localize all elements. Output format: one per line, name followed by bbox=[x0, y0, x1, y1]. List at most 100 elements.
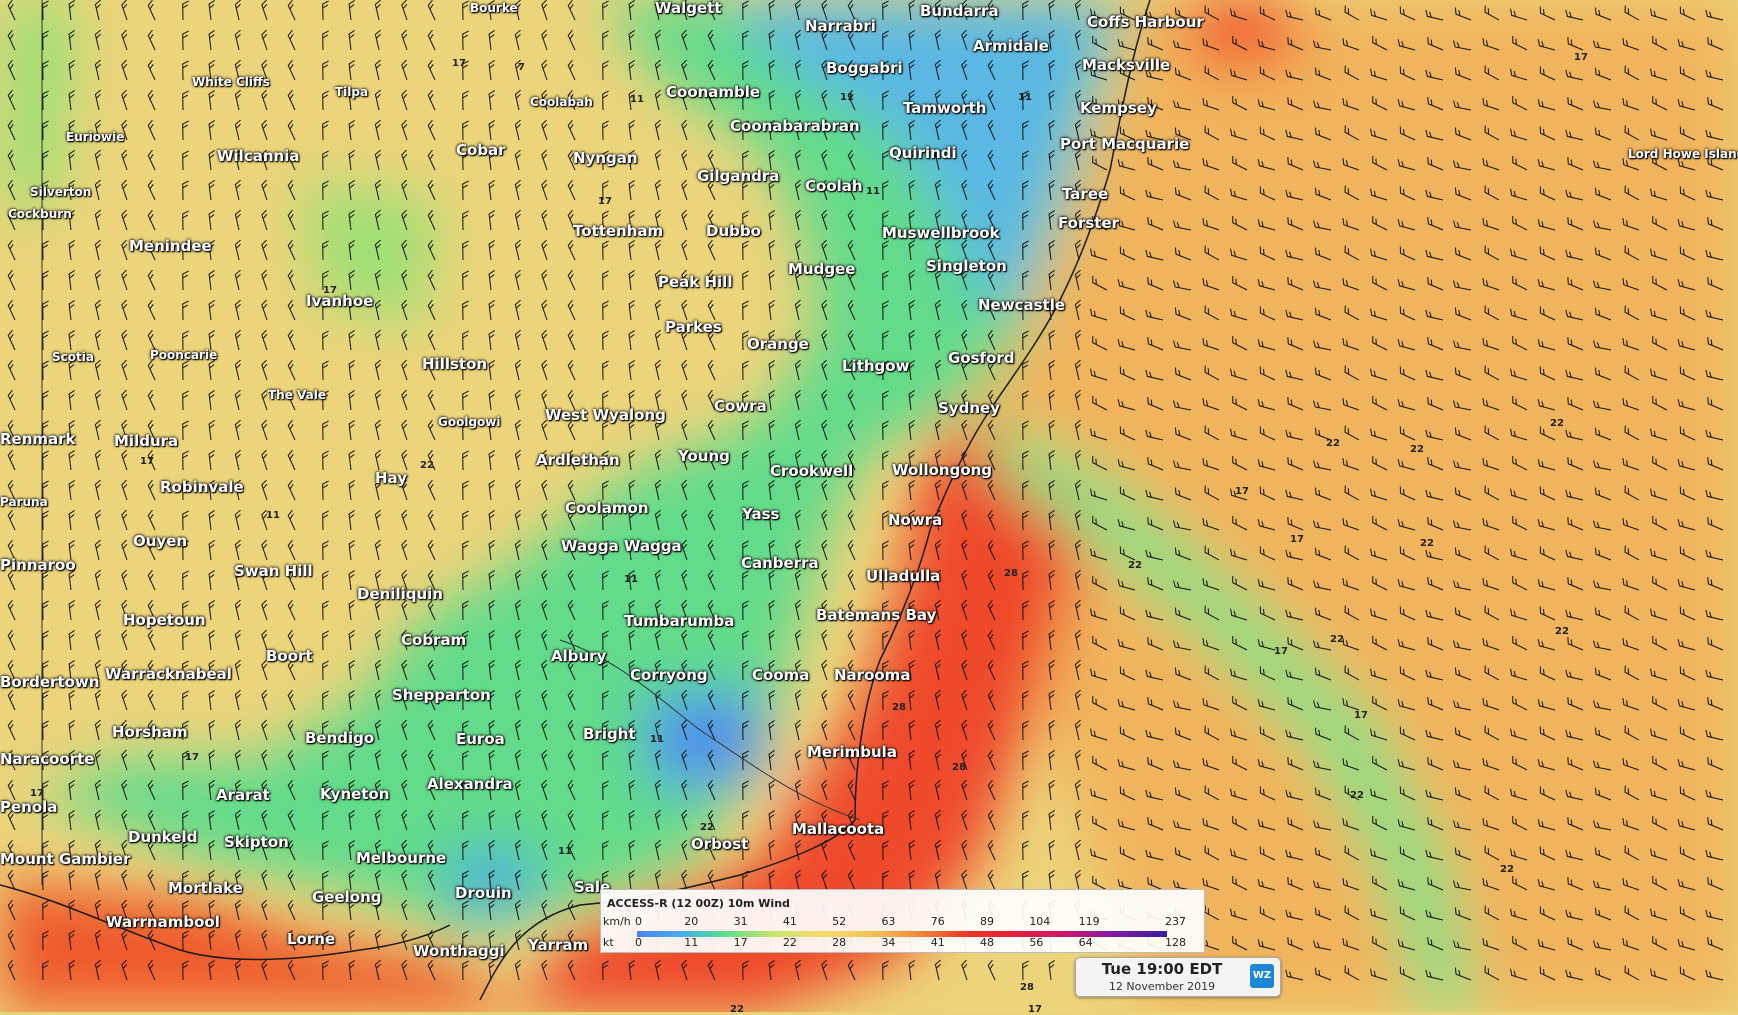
city-label: Tottenham bbox=[573, 222, 664, 240]
city-label: Dubbo bbox=[706, 222, 761, 240]
city-label: Cobram bbox=[401, 631, 467, 649]
contour-label: 22 bbox=[420, 460, 434, 471]
city-label: Albury bbox=[551, 647, 607, 665]
legend-tick: 52 bbox=[832, 915, 847, 928]
city-label: Peak Hill bbox=[658, 273, 733, 291]
city-label: Mildura bbox=[114, 432, 179, 450]
city-label: Singleton bbox=[926, 257, 1007, 275]
city-label: Ivanhoe bbox=[306, 292, 374, 310]
legend-tick: 128 bbox=[1165, 936, 1186, 949]
city-label: Horsham bbox=[112, 723, 188, 741]
city-label: Scotia bbox=[52, 350, 94, 364]
city-label: Gilgandra bbox=[697, 167, 780, 185]
city-label: Coolamon bbox=[565, 499, 649, 517]
city-label: Cowra bbox=[714, 397, 767, 415]
city-label: Drouin bbox=[455, 884, 512, 902]
city-label: The Vale bbox=[268, 388, 327, 402]
contour-label: 17 bbox=[1354, 710, 1368, 721]
contour-label: 7 bbox=[518, 62, 525, 73]
legend-unit-kmh: km/h bbox=[603, 915, 631, 928]
contour-label: 17 bbox=[452, 58, 466, 69]
city-label: Mount Gambier bbox=[0, 850, 131, 868]
forecast-time: Tue 19:00 EDT bbox=[1101, 960, 1223, 978]
contour-label: 11 bbox=[266, 510, 280, 521]
forecast-date: 12 November 2019 bbox=[1108, 980, 1216, 993]
city-label: Boort bbox=[266, 647, 313, 665]
city-label: Armidale bbox=[973, 37, 1049, 55]
legend-tick: 104 bbox=[1029, 915, 1051, 928]
city-label: Coolah bbox=[805, 177, 863, 195]
city-label: Tilpa bbox=[335, 85, 369, 99]
city-label: Nowra bbox=[888, 511, 943, 529]
state-border-nsw-vic bbox=[559, 639, 861, 821]
city-label: Kyneton bbox=[320, 785, 390, 803]
city-label: Bordertown bbox=[0, 673, 100, 691]
wind-legend: ACCESS-R (12 00Z) 10m Wind km/h kt 0 20 31… bbox=[600, 889, 1205, 953]
city-label: Corryong bbox=[630, 666, 708, 684]
city-label: Tamworth bbox=[903, 99, 987, 117]
legend-unit-kt: kt bbox=[603, 936, 614, 949]
contour-label: 17 bbox=[1290, 534, 1304, 545]
city-label: Wonthaggi bbox=[413, 942, 505, 960]
contour-label: 17 bbox=[185, 752, 199, 763]
contour-label: 22 bbox=[700, 822, 714, 833]
city-label: Penola bbox=[0, 798, 58, 816]
city-label: Bright bbox=[583, 725, 636, 743]
legend-tick: 237 bbox=[1165, 915, 1186, 928]
city-label: Robinvale bbox=[160, 478, 244, 496]
city-label: Alexandra bbox=[427, 775, 513, 793]
contour-label: 22 bbox=[1326, 438, 1340, 449]
legend-tick: 0 bbox=[635, 936, 642, 949]
city-label: Pooncarie bbox=[150, 348, 218, 362]
city-label: Sydney bbox=[938, 399, 1000, 417]
city-label: Bendigo bbox=[305, 729, 375, 747]
city-label: Cobar bbox=[456, 141, 506, 159]
city-label: Nyngan bbox=[573, 149, 638, 167]
time-box: Tue 19:00 EDT 12 November 2019 WZ bbox=[1075, 957, 1281, 997]
city-label: Yarram bbox=[528, 936, 589, 954]
legend-tick: 56 bbox=[1029, 936, 1044, 949]
contour-label: 11 bbox=[558, 846, 572, 857]
city-label: Walgett bbox=[655, 0, 722, 17]
city-label: Coonabarabran bbox=[730, 117, 860, 135]
city-label: Coffs Harbour bbox=[1087, 13, 1204, 31]
city-label: Cockburn bbox=[8, 207, 72, 221]
city-label: Bundarra bbox=[920, 2, 999, 20]
city-label: Narooma bbox=[834, 666, 911, 684]
city-label: Wilcannia bbox=[217, 147, 300, 165]
city-label: Narrabri bbox=[805, 17, 876, 35]
city-label: Macksville bbox=[1082, 56, 1171, 74]
legend-tick: 89 bbox=[980, 915, 995, 928]
contour-label: 11 bbox=[1018, 92, 1032, 103]
contour-label: 17 bbox=[1235, 486, 1249, 497]
city-label: Skipton bbox=[224, 833, 289, 851]
city-label: Yass bbox=[742, 505, 780, 523]
contour-label: 22 bbox=[1330, 634, 1344, 645]
city-label: Deniliquin bbox=[357, 585, 443, 603]
city-label: Quirindi bbox=[889, 144, 957, 162]
city-label: Pinnaroo bbox=[0, 556, 76, 574]
weatherzone-logo-icon[interactable]: WZ bbox=[1250, 964, 1274, 988]
city-label: Ardlethan bbox=[536, 451, 620, 469]
city-label: Forster bbox=[1058, 214, 1120, 232]
legend-tick: 28 bbox=[832, 936, 847, 949]
contour-label: 17 bbox=[140, 456, 154, 467]
city-label: White Cliffs bbox=[192, 75, 270, 89]
wind-barbs bbox=[7, 0, 1724, 981]
city-label: Mallacoota bbox=[792, 820, 885, 838]
contour-label: 22 bbox=[730, 1004, 744, 1015]
city-label: Dunkeld bbox=[128, 828, 198, 846]
legend-tick: 63 bbox=[881, 915, 896, 928]
city-label: Bourke bbox=[470, 1, 518, 15]
city-label: Swan Hill bbox=[234, 562, 313, 580]
contour-label: 17 bbox=[1274, 646, 1288, 657]
city-label: Euroa bbox=[456, 730, 505, 748]
legend-tick: 76 bbox=[930, 915, 945, 928]
city-label: Parkes bbox=[665, 318, 722, 336]
contour-label: 28 bbox=[892, 702, 906, 713]
legend-tick: 34 bbox=[881, 936, 896, 949]
contour-label: 17 bbox=[323, 285, 337, 296]
legend-color-bar bbox=[637, 931, 1167, 937]
contour-label: 22 bbox=[1128, 560, 1142, 571]
